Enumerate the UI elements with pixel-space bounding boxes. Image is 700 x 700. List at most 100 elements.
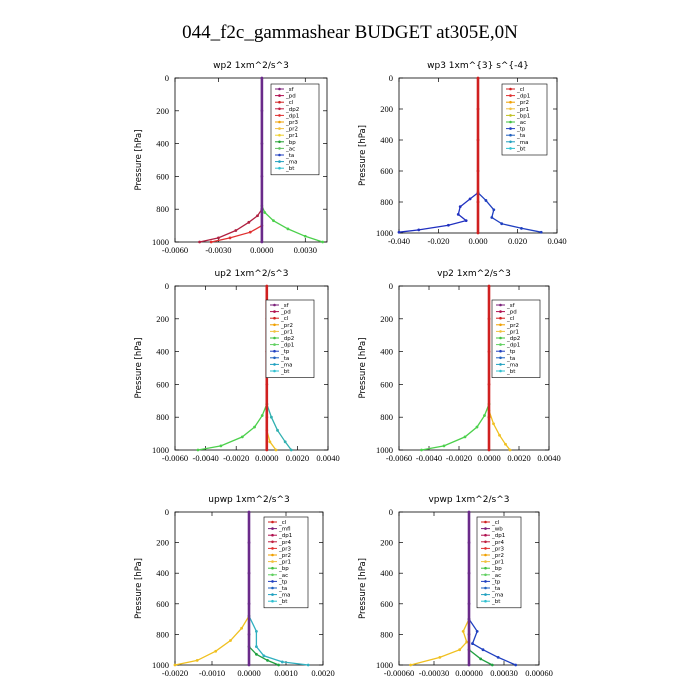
x-tick-label: -0.0060 <box>162 245 188 255</box>
data-point <box>520 226 523 230</box>
legend-entry: _ac <box>516 120 526 126</box>
legend-marker <box>271 573 274 577</box>
legend-marker <box>278 140 281 144</box>
legend-entry: _bp <box>278 566 289 572</box>
chart-panel-5: upwp 1xm^2/s^3 0 200 400 600 800 1000-0.0020 -0… <box>134 495 335 678</box>
data-point <box>229 639 232 642</box>
y-tick-label: 400 <box>156 347 169 357</box>
legend-marker <box>509 127 512 130</box>
data-point <box>476 138 480 142</box>
legend-marker <box>273 356 276 360</box>
x-tick-label: 0.0000 <box>255 453 278 463</box>
legend-marker <box>271 599 274 603</box>
data-point <box>260 240 264 244</box>
legend-entry: _sf <box>280 303 290 309</box>
legend-marker <box>278 147 281 150</box>
legend-entry: _bt <box>506 369 516 375</box>
data-point <box>196 448 200 452</box>
legend-entry: _ta <box>506 356 515 362</box>
legend-marker <box>509 100 512 104</box>
data-point <box>255 629 258 633</box>
data-point <box>476 169 480 173</box>
y-tick-label: 1000 <box>152 445 169 455</box>
panel-title: wp3 1xm^{3} s^{-4} <box>427 61 529 71</box>
data-point <box>268 440 272 444</box>
x-tick-label: -0.0030 <box>205 245 231 255</box>
legend-entry: _pr3 <box>491 546 505 552</box>
y-tick-label: 0 <box>389 507 393 517</box>
data-point <box>240 435 244 439</box>
legend-marker <box>278 100 281 104</box>
x-tick-label: -0.0010 <box>199 668 225 678</box>
data-point <box>228 236 232 240</box>
legend-entry: _cl <box>491 520 500 526</box>
legend-marker <box>271 593 274 596</box>
chart-panel-6: vpwp 1xm^2/s^3 0 200 400 600 800 1000-0.00060-… <box>358 495 553 678</box>
legend-entry: _cl <box>280 316 289 322</box>
legend-marker <box>499 363 502 366</box>
legend-entry: _dp1 <box>280 343 294 349</box>
y-tick-label: 200 <box>380 314 393 324</box>
data-point <box>253 425 256 429</box>
data-point <box>467 510 471 514</box>
y-tick-label: 400 <box>156 568 169 578</box>
data-point <box>467 541 471 544</box>
legend: _sf_pd_cl_pr2_pr1_dp2_dp1_tp_ta_ma_bt <box>491 299 541 378</box>
legend-entry: _ma <box>506 362 518 368</box>
data-point <box>306 663 310 667</box>
legend-marker <box>499 323 502 327</box>
legend-entry: _ac <box>278 573 288 579</box>
data-point <box>467 571 471 575</box>
legend-entry: _pr4 <box>491 540 505 546</box>
series-line-ac <box>248 615 309 666</box>
x-tick-label: 0.00060 <box>525 668 553 678</box>
data-point <box>195 659 199 662</box>
legend-entry: _pr2 <box>491 553 504 559</box>
data-point <box>265 448 269 452</box>
data-point <box>468 197 472 201</box>
legend-entry: _ta <box>285 153 294 159</box>
x-tick-label: 0.000 <box>468 236 487 246</box>
legend-marker <box>499 369 502 373</box>
legend-marker <box>278 160 281 163</box>
legend-marker <box>271 566 274 570</box>
data-point <box>260 414 264 417</box>
x-tick-label: 0.0040 <box>537 453 560 463</box>
y-tick-label: 600 <box>156 599 169 609</box>
data-point <box>274 448 278 452</box>
data-point <box>173 663 177 667</box>
legend-marker <box>484 527 487 530</box>
data-point <box>247 602 251 606</box>
legend-marker <box>271 553 274 557</box>
data-point <box>465 640 469 644</box>
series-line-tp <box>248 646 279 666</box>
data-point <box>247 541 251 544</box>
legend-entry: _ac <box>491 573 501 579</box>
y-axis-label: Pressure [hPa] <box>134 338 144 399</box>
data-point <box>476 76 480 80</box>
y-tick-label: 800 <box>156 629 169 639</box>
figure-title: 044_f2c_gammashear BUDGET at305E,0N <box>182 22 518 43</box>
data-point <box>260 142 264 146</box>
panel-title: up2 1xm^2/s^3 <box>214 269 288 279</box>
x-tick-label: -0.00060 <box>384 668 414 678</box>
data-point <box>490 216 494 219</box>
legend-marker <box>273 336 276 340</box>
legend-marker <box>273 330 276 333</box>
x-tick-label: 0.00030 <box>490 668 518 678</box>
legend-marker <box>271 560 274 563</box>
panel-title: vpwp 1xm^2/s^3 <box>428 495 509 505</box>
legend-marker <box>278 114 281 117</box>
data-point <box>456 213 460 216</box>
legend-entry: _tp <box>516 127 526 133</box>
legend-marker <box>273 363 276 366</box>
x-tick-label: 0.0000 <box>477 453 500 463</box>
legend-marker <box>278 127 281 130</box>
legend-entry: _wb <box>491 527 503 533</box>
data-point <box>265 415 269 419</box>
legend-entry: _dp2 <box>506 336 520 342</box>
legend-marker <box>509 87 512 91</box>
data-point <box>442 444 446 448</box>
x-tick-label: -0.0040 <box>192 453 218 463</box>
y-tick-label: 800 <box>380 412 393 422</box>
